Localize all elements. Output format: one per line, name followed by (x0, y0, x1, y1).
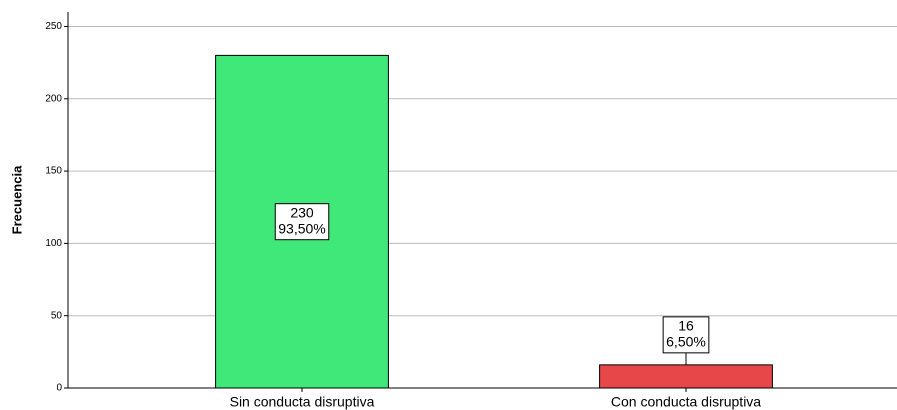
percent-label: 6,50% (666, 334, 706, 350)
y-axis-label: Frecuencia (9, 165, 24, 234)
bar (599, 364, 773, 389)
x-tick-label: Con conducta disruptiva (611, 394, 761, 410)
y-tick-label: 150 (45, 166, 62, 177)
label-box (662, 316, 710, 354)
value-label: 230 (290, 204, 314, 220)
percent-label: 93,50% (278, 220, 325, 236)
x-tick-label: Sin conducta disruptiva (230, 394, 375, 410)
label-box (274, 203, 330, 241)
data-label: 166,50% (662, 316, 710, 365)
y-tick-label: 100 (45, 238, 62, 249)
y-tick-label: 200 (45, 93, 62, 104)
value-label: 16 (678, 318, 694, 334)
y-tick-label: 0 (56, 383, 62, 394)
y-tick-label: 250 (45, 21, 62, 32)
y-tick-label: 50 (51, 310, 63, 321)
